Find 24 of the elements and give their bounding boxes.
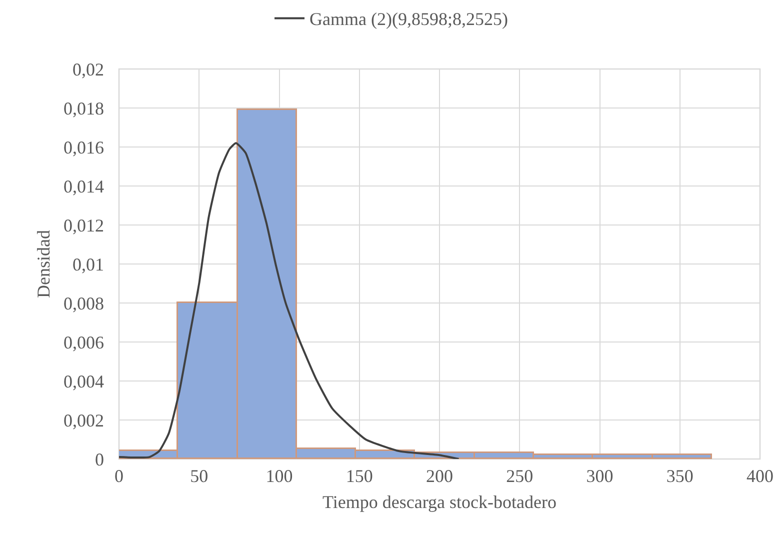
y-tick-label: 0,016 bbox=[64, 137, 104, 158]
y-tick-label: 0,018 bbox=[64, 98, 104, 118]
x-tick-label: 100 bbox=[266, 466, 293, 486]
x-tick-label: 400 bbox=[746, 466, 774, 486]
y-axis-title: Densidad bbox=[34, 230, 54, 298]
x-tick-label: 200 bbox=[426, 466, 453, 486]
y-tick-label: 0,014 bbox=[64, 176, 104, 196]
line-series bbox=[119, 142, 460, 459]
x-tick-label: 250 bbox=[506, 466, 534, 486]
y-tick-label: 0,01 bbox=[72, 254, 104, 274]
x-tick-label: 300 bbox=[586, 466, 614, 486]
y-tick-label: 0,002 bbox=[64, 410, 104, 430]
legend-label: Gamma (2)(9,8598;8,2525) bbox=[310, 9, 508, 30]
x-tick-label: 150 bbox=[346, 466, 373, 486]
x-tick-label: 0 bbox=[114, 466, 124, 486]
y-tick-label: 0,008 bbox=[64, 293, 104, 314]
x-tick-label: 50 bbox=[190, 466, 208, 486]
x-axis-title: Tiempo descarga stock-botadero bbox=[322, 492, 556, 512]
y-tick-label: 0,006 bbox=[64, 332, 104, 352]
x-tick-label: 350 bbox=[666, 466, 694, 486]
y-tick-label: 0,02 bbox=[72, 59, 104, 80]
y-tick-label: 0 bbox=[95, 449, 104, 470]
y-tick-label: 0,012 bbox=[64, 215, 104, 236]
y-tick-label: 0,004 bbox=[64, 371, 104, 392]
